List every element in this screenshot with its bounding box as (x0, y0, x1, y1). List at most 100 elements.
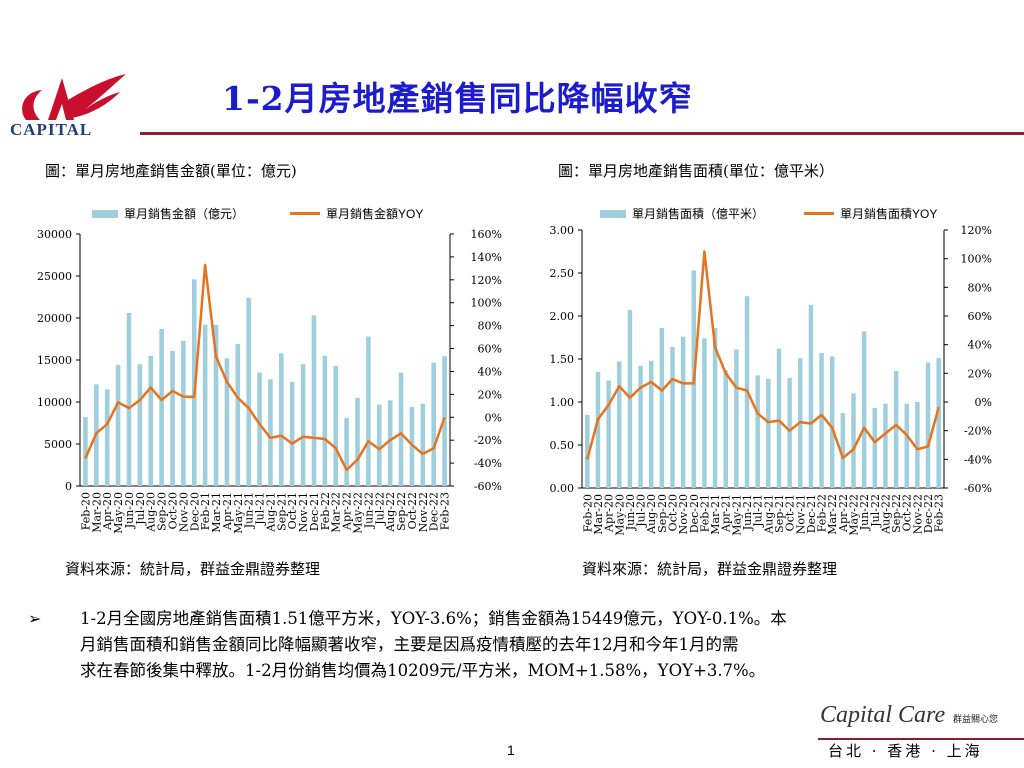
x-tick-label: Jul-20 (134, 492, 147, 526)
y-left-tick-label: 25000 (37, 270, 72, 283)
y-left-tick-label: 1.50 (550, 353, 575, 366)
y-right-tick-label: 40% (968, 339, 992, 352)
y-left-tick-label: 20000 (37, 312, 72, 325)
legend-line-swatch (804, 212, 835, 215)
x-tick-label: Feb-22 (319, 492, 332, 530)
summary-bullet: ➢ 1-2月全國房地產銷售面積1.51億平方米，YOY-3.6%；銷售金額為15… (28, 606, 998, 684)
x-tick-label: Feb-21 (199, 492, 212, 530)
bar (606, 380, 611, 488)
y-right-tick-label: 60% (478, 343, 502, 356)
x-tick-label: Jun-22 (858, 494, 871, 531)
bar (289, 381, 295, 486)
x-tick-label: Mar-21 (709, 494, 722, 535)
x-tick-label: Mar-22 (330, 492, 343, 533)
bar (936, 358, 941, 488)
bar (851, 393, 856, 488)
x-tick-label: Mar-20 (592, 494, 605, 535)
bar (126, 312, 132, 486)
x-tick-label: Feb-21 (698, 494, 711, 532)
bar (148, 355, 154, 486)
x-tick-label: Aug-22 (384, 492, 397, 533)
y-right-tick-label: 20% (968, 367, 992, 380)
left-chart-source: 資料來源：統計局，群益金鼎證券整理 (65, 560, 321, 578)
bar (829, 356, 835, 488)
x-tick-label: Dec-21 (308, 492, 321, 531)
x-tick-label: Sep-20 (156, 492, 169, 531)
yoy-line (84, 263, 446, 472)
x-tick-label: Aug-20 (145, 492, 158, 533)
logo-mark-wing (68, 74, 126, 118)
x-tick-label: Oct-22 (901, 494, 914, 531)
x-tick-label: May-22 (352, 492, 365, 534)
bar (409, 407, 415, 486)
bar (246, 297, 251, 486)
x-tick-label: Jul-21 (752, 494, 765, 528)
legend-line-label: 單月銷售金額YOY (326, 207, 424, 221)
bullet-arrow-icon: ➢ (28, 609, 42, 628)
x-tick-label: Oct-21 (286, 492, 299, 529)
y-right-tick-label: 100% (471, 297, 502, 310)
bar (861, 331, 867, 488)
bar (159, 328, 164, 486)
y-left-tick-label: 30000 (37, 228, 72, 241)
x-tick-label: Apr-20 (101, 492, 114, 531)
bar (712, 328, 718, 488)
left-chart-caption: 圖：單月房地產銷售金額(單位：億元) (45, 162, 297, 180)
bar (213, 324, 219, 486)
y-right-tick-label: 0% (485, 411, 502, 424)
x-tick-label: May-21 (232, 492, 245, 534)
bar (170, 350, 175, 486)
bar (627, 309, 633, 488)
logo-mark-center (48, 78, 74, 120)
y-left-tick-label: 0.00 (550, 482, 575, 495)
y-right-tick-label: 120% (471, 274, 502, 287)
bar (137, 364, 143, 486)
bar (420, 403, 426, 486)
logo-mark-left (22, 90, 42, 120)
legend-bar-label: 單月銷售金額（億元） (124, 207, 245, 221)
bar (398, 372, 404, 486)
y-right-tick-label: 80% (478, 320, 502, 333)
bar (904, 403, 909, 488)
page-number: 1 (507, 742, 515, 758)
bar (585, 414, 590, 488)
y-right-tick-label: 0% (975, 396, 992, 409)
x-tick-label: Jul-22 (869, 494, 882, 528)
x-tick-label: Apr-22 (341, 492, 354, 531)
bar (915, 402, 920, 488)
brand-slogan: 群益關心您 (953, 715, 999, 725)
x-tick-label: Jun-20 (624, 494, 637, 531)
bar (883, 403, 888, 488)
bar (257, 372, 262, 486)
bar (387, 400, 393, 486)
bar (181, 340, 186, 486)
left-chart-legend: 單月銷售金額（億元） 單月銷售金額YOY (92, 205, 423, 222)
y-left-tick-label: 1.00 (550, 396, 575, 409)
x-tick-label: Oct-22 (406, 492, 419, 529)
bullet-line: 月銷售面積和銷售金額同比降幅顯著收窄，主要是因爲疫情積壓的去年12月和今年1月的… (80, 635, 739, 654)
right-chart-caption: 圖：單月房地產銷售面積(單位：億平米） (558, 162, 834, 180)
x-tick-label: Jul-22 (373, 492, 386, 526)
x-tick-label: Dec-22 (922, 494, 935, 533)
bar (872, 408, 878, 488)
x-tick-label: Jun-21 (243, 492, 256, 529)
bar (734, 349, 739, 488)
yoy-line (586, 250, 940, 460)
y-right-tick-label: -40% (474, 457, 502, 470)
x-tick-label: Nov-20 (177, 492, 190, 532)
bar (702, 338, 707, 488)
bar (787, 377, 792, 488)
y-left-tick-label: 2.00 (550, 310, 575, 323)
bar (659, 328, 665, 488)
legend-bar-label: 單月銷售面積（億平米） (632, 207, 765, 221)
x-tick-label: Jun-22 (362, 492, 375, 529)
x-tick-label: Nov-20 (677, 494, 690, 534)
bar (322, 355, 328, 486)
y-right-tick-label: 120% (961, 224, 992, 237)
x-tick-label: Mar-21 (210, 492, 223, 533)
bar (202, 324, 208, 486)
sales-amount-chart: 0 5000 10000 15000 20000 25000 30000 -60% -40% -2… (37, 228, 502, 534)
y-right-tick-label: 40% (478, 365, 502, 378)
bar (279, 353, 284, 486)
bar (893, 371, 899, 488)
